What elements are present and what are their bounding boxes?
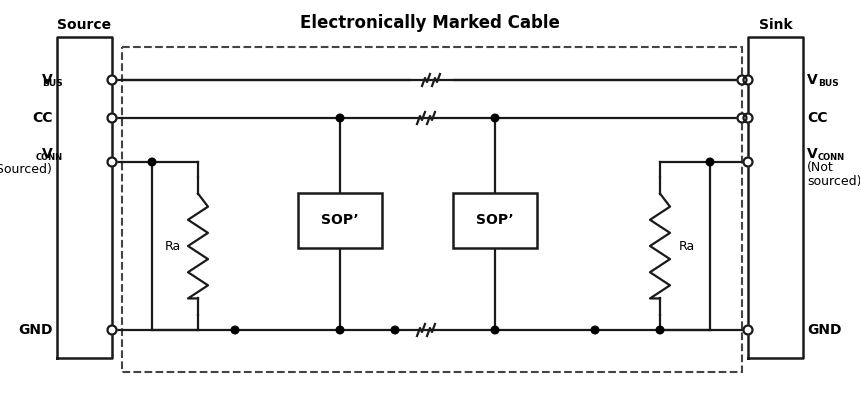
- Circle shape: [336, 326, 344, 334]
- Circle shape: [108, 326, 116, 335]
- Text: CC: CC: [807, 111, 827, 125]
- Circle shape: [738, 114, 746, 123]
- Text: Electronically Marked Cable: Electronically Marked Cable: [300, 14, 560, 32]
- Circle shape: [108, 157, 116, 166]
- Circle shape: [336, 114, 344, 122]
- Circle shape: [744, 157, 752, 166]
- Circle shape: [391, 326, 399, 334]
- Text: (Not: (Not: [807, 162, 833, 175]
- Circle shape: [491, 326, 499, 334]
- Text: GND: GND: [19, 323, 53, 337]
- Circle shape: [738, 76, 746, 85]
- Text: SOP’: SOP’: [321, 213, 359, 227]
- Text: sourced): sourced): [807, 175, 860, 189]
- Text: CONN: CONN: [818, 153, 845, 162]
- Circle shape: [148, 158, 156, 166]
- Text: Ra: Ra: [165, 240, 181, 252]
- Text: BUS: BUS: [42, 79, 63, 88]
- Text: BUS: BUS: [818, 79, 838, 88]
- Circle shape: [706, 158, 714, 166]
- Circle shape: [108, 114, 116, 123]
- Circle shape: [744, 76, 752, 85]
- Text: (Sourced): (Sourced): [0, 164, 53, 177]
- Text: SOP’: SOP’: [476, 213, 513, 227]
- Bar: [453, 193, 537, 248]
- Circle shape: [744, 326, 752, 335]
- Text: V: V: [807, 147, 818, 161]
- Text: CONN: CONN: [36, 153, 63, 162]
- Circle shape: [656, 326, 664, 334]
- Text: V: V: [42, 147, 53, 161]
- Text: GND: GND: [807, 323, 841, 337]
- Bar: [298, 193, 382, 248]
- Text: V: V: [807, 73, 818, 87]
- Circle shape: [231, 326, 239, 334]
- Text: Sink: Sink: [759, 18, 792, 32]
- Circle shape: [491, 114, 499, 122]
- Circle shape: [108, 76, 116, 85]
- Text: Source: Source: [58, 18, 112, 32]
- Text: CC: CC: [33, 111, 53, 125]
- Circle shape: [591, 326, 599, 334]
- Text: Ra: Ra: [679, 240, 695, 252]
- Circle shape: [744, 114, 752, 123]
- Text: V: V: [42, 73, 53, 87]
